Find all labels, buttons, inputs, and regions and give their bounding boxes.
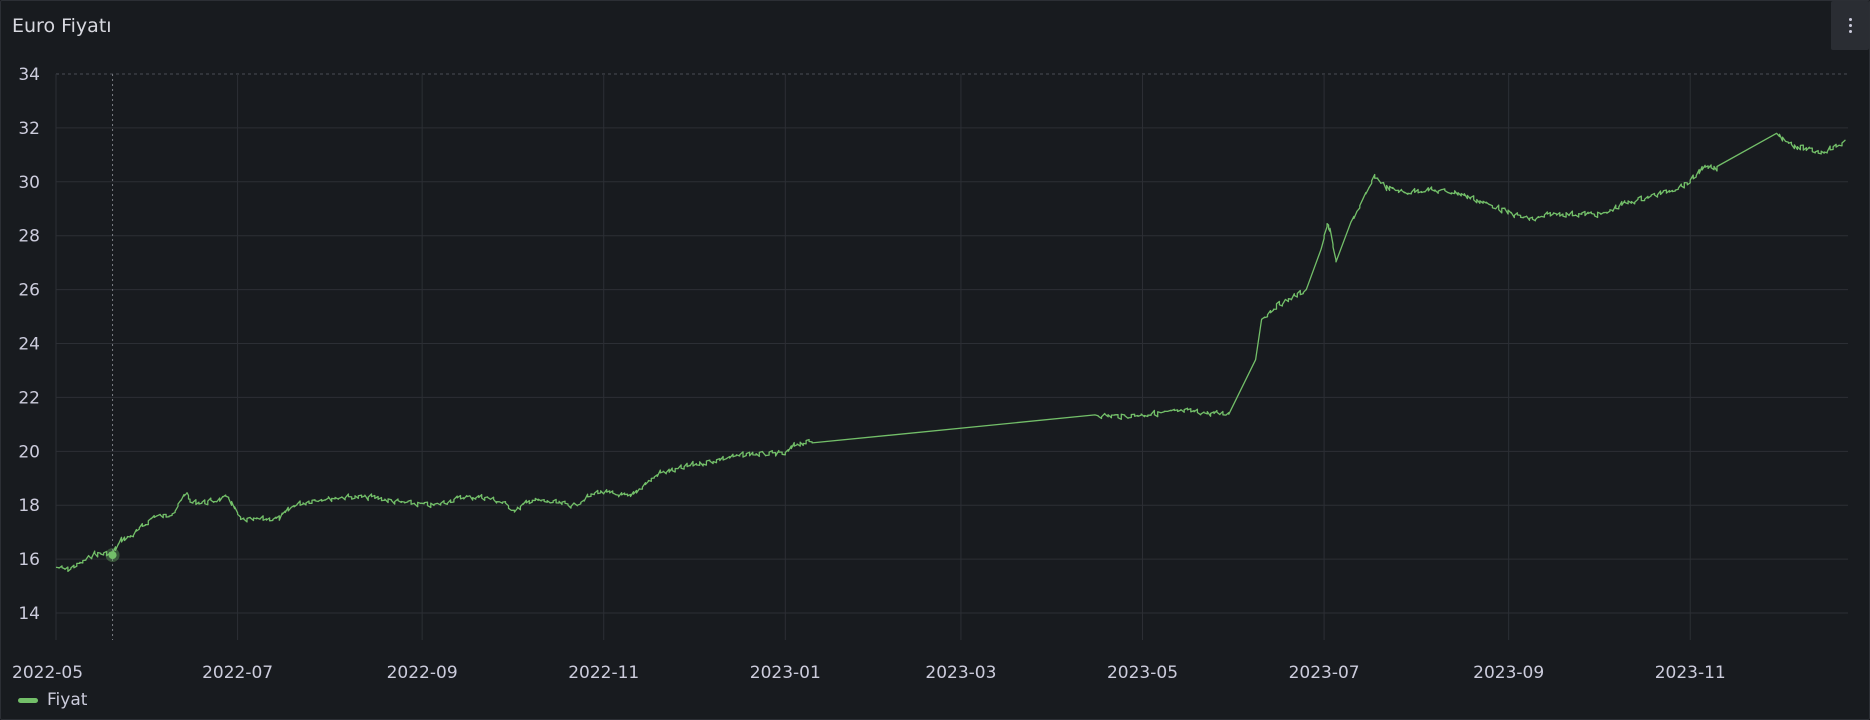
y-tick-label: 34 (18, 65, 40, 85)
x-tick-label: 2023-09 (1473, 663, 1544, 683)
y-tick-label: 14 (18, 604, 40, 624)
legend-item-fiyat[interactable]: Fiyat (18, 690, 87, 710)
panel-menu-button[interactable] (1831, 1, 1869, 50)
x-tick-label: 2023-03 (925, 663, 996, 683)
panel-header: Euro Fiyatı (1, 1, 1869, 53)
legend-label: Fiyat (47, 690, 88, 710)
x-tick-label: 2023-11 (1655, 663, 1726, 683)
x-tick-label: 2023-07 (1289, 663, 1360, 683)
x-tick-label: 2023-01 (750, 663, 821, 683)
grid (55, 73, 1848, 640)
legend-swatch (18, 697, 38, 703)
series-layer (55, 132, 1846, 573)
y-tick-label: 18 (18, 496, 40, 516)
series-line-fiyat (55, 132, 1846, 573)
x-tick-label: 2022-05 (12, 663, 83, 683)
y-tick-label: 30 (18, 173, 40, 193)
kebab-vertical-icon (1848, 18, 1852, 33)
y-tick-label: 22 (18, 388, 40, 408)
y-tick-label: 26 (18, 281, 40, 301)
y-tick-label: 20 (18, 442, 40, 462)
hover-overlay (105, 74, 120, 640)
x-tick-label: 2023-05 (1107, 663, 1178, 683)
panel-title: Euro Fiyatı (12, 15, 112, 37)
y-axis: 14 16 18 20 22 24 26 28 30 32 34 (18, 65, 40, 624)
x-tick-label: 2022-09 (387, 663, 458, 683)
y-tick-label: 16 (18, 550, 40, 570)
x-axis: 2022-05 2022-07 2022-09 2022-11 2023-01 2023-… (12, 663, 1726, 683)
x-tick-label: 2022-11 (568, 663, 639, 683)
x-tick-label: 2022-07 (202, 663, 273, 683)
y-tick-label: 24 (18, 335, 40, 355)
highlight-point (108, 551, 117, 560)
y-tick-label: 28 (18, 227, 40, 247)
y-tick-label: 32 (18, 119, 40, 139)
